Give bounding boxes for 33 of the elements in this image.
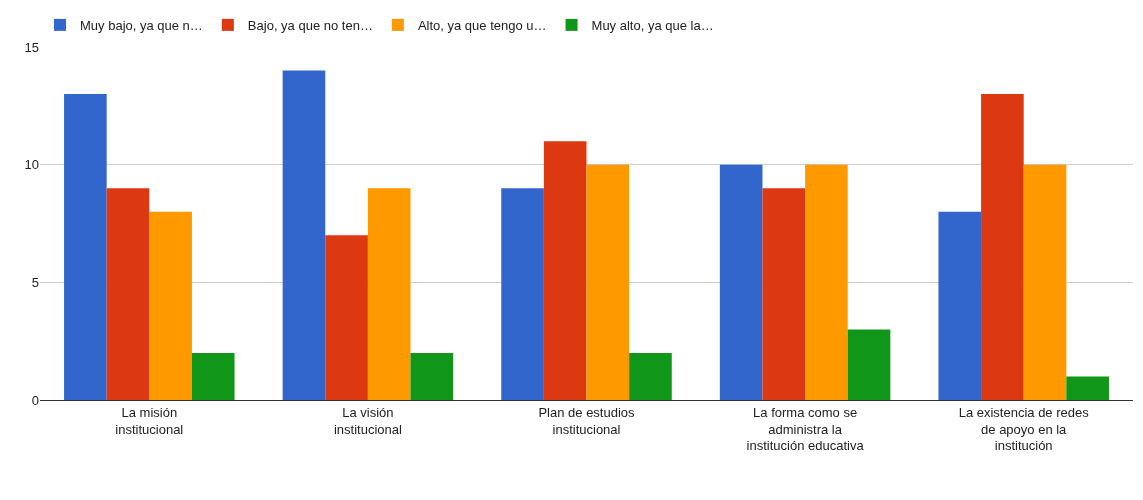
bar: [501, 188, 544, 400]
x-tick-label: La visión institucional: [333, 404, 402, 437]
legend-label: Muy bajo, ya que n…: [80, 17, 203, 33]
bar: [106, 188, 150, 400]
legend-label: Muy alto, ya que la…: [591, 17, 714, 33]
y-tick-label: 5: [31, 274, 39, 290]
bar: [629, 352, 672, 400]
bar: [410, 352, 454, 400]
bar: [719, 164, 763, 400]
y-tick-label: 10: [24, 157, 39, 173]
bar: [282, 70, 326, 400]
bar: [762, 188, 806, 400]
y-tick-label: 0: [31, 392, 39, 408]
bar: [325, 235, 368, 400]
bar: [847, 329, 891, 400]
bar: [367, 188, 411, 400]
bar: [191, 352, 235, 400]
x-tick-label: La misión institucional: [115, 404, 184, 437]
bar: [64, 94, 107, 400]
x-tick-label: La forma como se administra la institución educativa: [746, 404, 865, 454]
x-tick-label: La existencia de redes de apoyo en la institución: [958, 404, 1090, 454]
y-tick-label: 15: [24, 39, 39, 55]
bar: [938, 211, 982, 400]
bar: [1066, 376, 1109, 400]
bar: [149, 211, 192, 400]
bar: [805, 164, 848, 400]
legend-label: Alto, ya que tengo u…: [417, 17, 547, 33]
bar: [586, 164, 630, 400]
bar: [543, 141, 587, 400]
bar: [981, 94, 1024, 400]
x-tick-label: Plan de estudios institucional: [538, 404, 636, 437]
bar: [1023, 164, 1067, 400]
legend-label: Bajo, ya que no ten…: [247, 17, 373, 33]
